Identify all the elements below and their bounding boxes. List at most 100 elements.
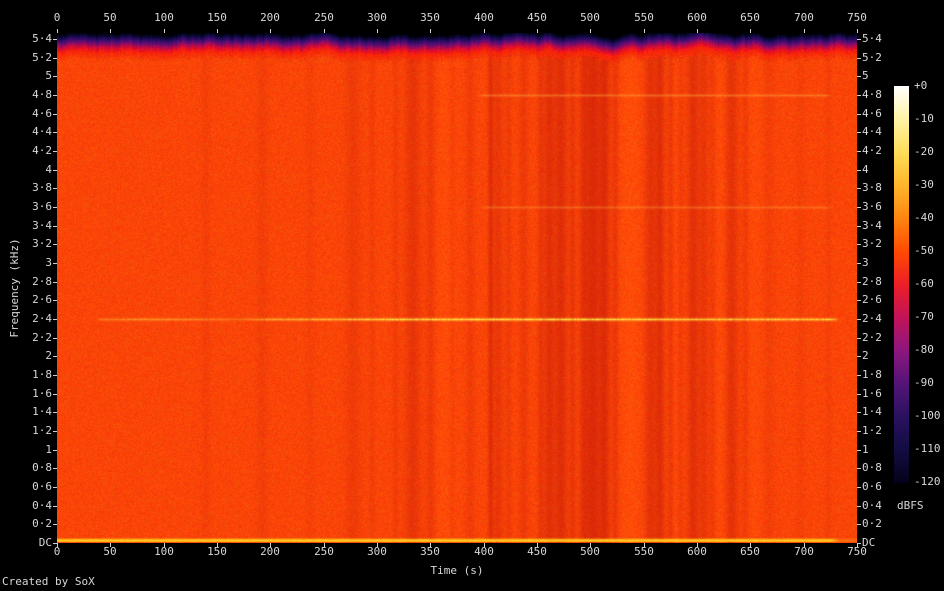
y-tick-label: 5·2 [862, 51, 882, 64]
y-tick [857, 506, 861, 507]
y-axis-title: Frequency (kHz) [8, 238, 21, 338]
y-tick-label: 0·4 [32, 499, 52, 512]
x-tick-label: 550 [634, 11, 654, 24]
y-tick-label: 0·2 [862, 517, 882, 530]
x-tick [377, 543, 378, 547]
x-tick [750, 29, 751, 33]
y-tick-label: 4·8 [32, 88, 52, 101]
y-tick [53, 468, 57, 469]
y-tick [53, 412, 57, 413]
colorbar-tick-label: -70 [914, 310, 934, 323]
y-tick-label: 5·4 [32, 32, 52, 45]
y-tick-label: 4·6 [862, 107, 882, 120]
x-tick [484, 543, 485, 547]
x-tick [804, 543, 805, 547]
y-tick-label: 5 [862, 69, 869, 82]
colorbar-tick-label: -80 [914, 343, 934, 356]
x-tick-label: 50 [103, 11, 117, 24]
y-tick [857, 319, 861, 320]
x-tick [110, 543, 111, 547]
y-tick [857, 375, 861, 376]
x-tick-label: 550 [634, 545, 654, 558]
y-tick-label: 1·2 [32, 424, 52, 437]
y-tick-label: 3 [862, 256, 869, 269]
x-tick-label: 100 [154, 545, 174, 558]
y-tick-label: 1·4 [32, 405, 52, 418]
x-tick [164, 29, 165, 33]
x-tick-label: 750 [847, 11, 867, 24]
y-tick [857, 356, 861, 357]
colorbar-tick-label: -60 [914, 277, 934, 290]
y-tick-label: 2 [45, 349, 52, 362]
y-tick [53, 76, 57, 77]
y-tick-label: 1·4 [862, 405, 882, 418]
y-tick-label: 0·8 [32, 461, 52, 474]
colorbar-unit-label: dBFS [897, 499, 924, 512]
y-tick-label: DC [862, 536, 876, 549]
y-tick [857, 170, 861, 171]
x-tick-label: 500 [580, 11, 600, 24]
x-tick-label: 50 [103, 545, 117, 558]
x-tick [537, 543, 538, 547]
y-tick [857, 450, 861, 451]
x-tick-label: 100 [154, 11, 174, 24]
y-tick-label: 0·4 [862, 499, 882, 512]
y-tick-label: 2·8 [32, 275, 52, 288]
x-tick-label: 450 [527, 545, 547, 558]
y-tick [53, 356, 57, 357]
x-tick-label: 350 [420, 11, 440, 24]
x-tick [57, 29, 58, 33]
x-tick-label: 300 [367, 11, 387, 24]
y-tick [53, 95, 57, 96]
y-tick-label: 3 [45, 256, 52, 269]
x-tick-label: 650 [740, 11, 760, 24]
y-tick-label: 2·4 [32, 312, 52, 325]
y-tick [857, 151, 861, 152]
x-tick-label: 600 [687, 545, 707, 558]
y-tick [857, 338, 861, 339]
y-tick-label: 4·6 [32, 107, 52, 120]
y-tick-label: 4 [862, 163, 869, 176]
colorbar-tick-label: -50 [914, 244, 934, 257]
y-tick-label: 1·6 [862, 387, 882, 400]
x-tick [324, 543, 325, 547]
y-tick [53, 170, 57, 171]
y-tick [857, 207, 861, 208]
y-tick [857, 263, 861, 264]
y-tick [53, 338, 57, 339]
y-tick [53, 506, 57, 507]
y-tick [53, 394, 57, 395]
y-tick [857, 487, 861, 488]
y-tick [53, 132, 57, 133]
colorbar-tick-label: -20 [914, 145, 934, 158]
x-tick [377, 29, 378, 33]
y-tick-label: 4·8 [862, 88, 882, 101]
y-tick-label: 0·6 [32, 480, 52, 493]
y-tick-label: 3·6 [862, 200, 882, 213]
colorbar-tick-label: -10 [914, 112, 934, 125]
x-tick-label: 750 [847, 545, 867, 558]
x-tick-label: 500 [580, 545, 600, 558]
y-tick [857, 226, 861, 227]
colorbar-tick-label: -40 [914, 211, 934, 224]
y-tick [53, 58, 57, 59]
x-tick-label: 250 [314, 11, 334, 24]
x-tick-label: 250 [314, 545, 334, 558]
x-tick [270, 29, 271, 33]
y-tick-label: 4 [45, 163, 52, 176]
x-tick [217, 543, 218, 547]
x-tick-label: 650 [740, 545, 760, 558]
x-tick [590, 29, 591, 33]
y-tick [53, 188, 57, 189]
x-tick [484, 29, 485, 33]
y-tick-label: 4·4 [32, 125, 52, 138]
x-tick [430, 29, 431, 33]
y-tick [53, 543, 57, 544]
x-tick-label: 0 [53, 545, 61, 558]
y-tick-label: 4·2 [32, 144, 52, 157]
colorbar-tick-label: -120 [914, 475, 941, 488]
y-tick-label: 1·8 [862, 368, 882, 381]
y-tick [857, 114, 861, 115]
y-tick-label: 1 [862, 443, 869, 456]
x-tick [324, 29, 325, 33]
